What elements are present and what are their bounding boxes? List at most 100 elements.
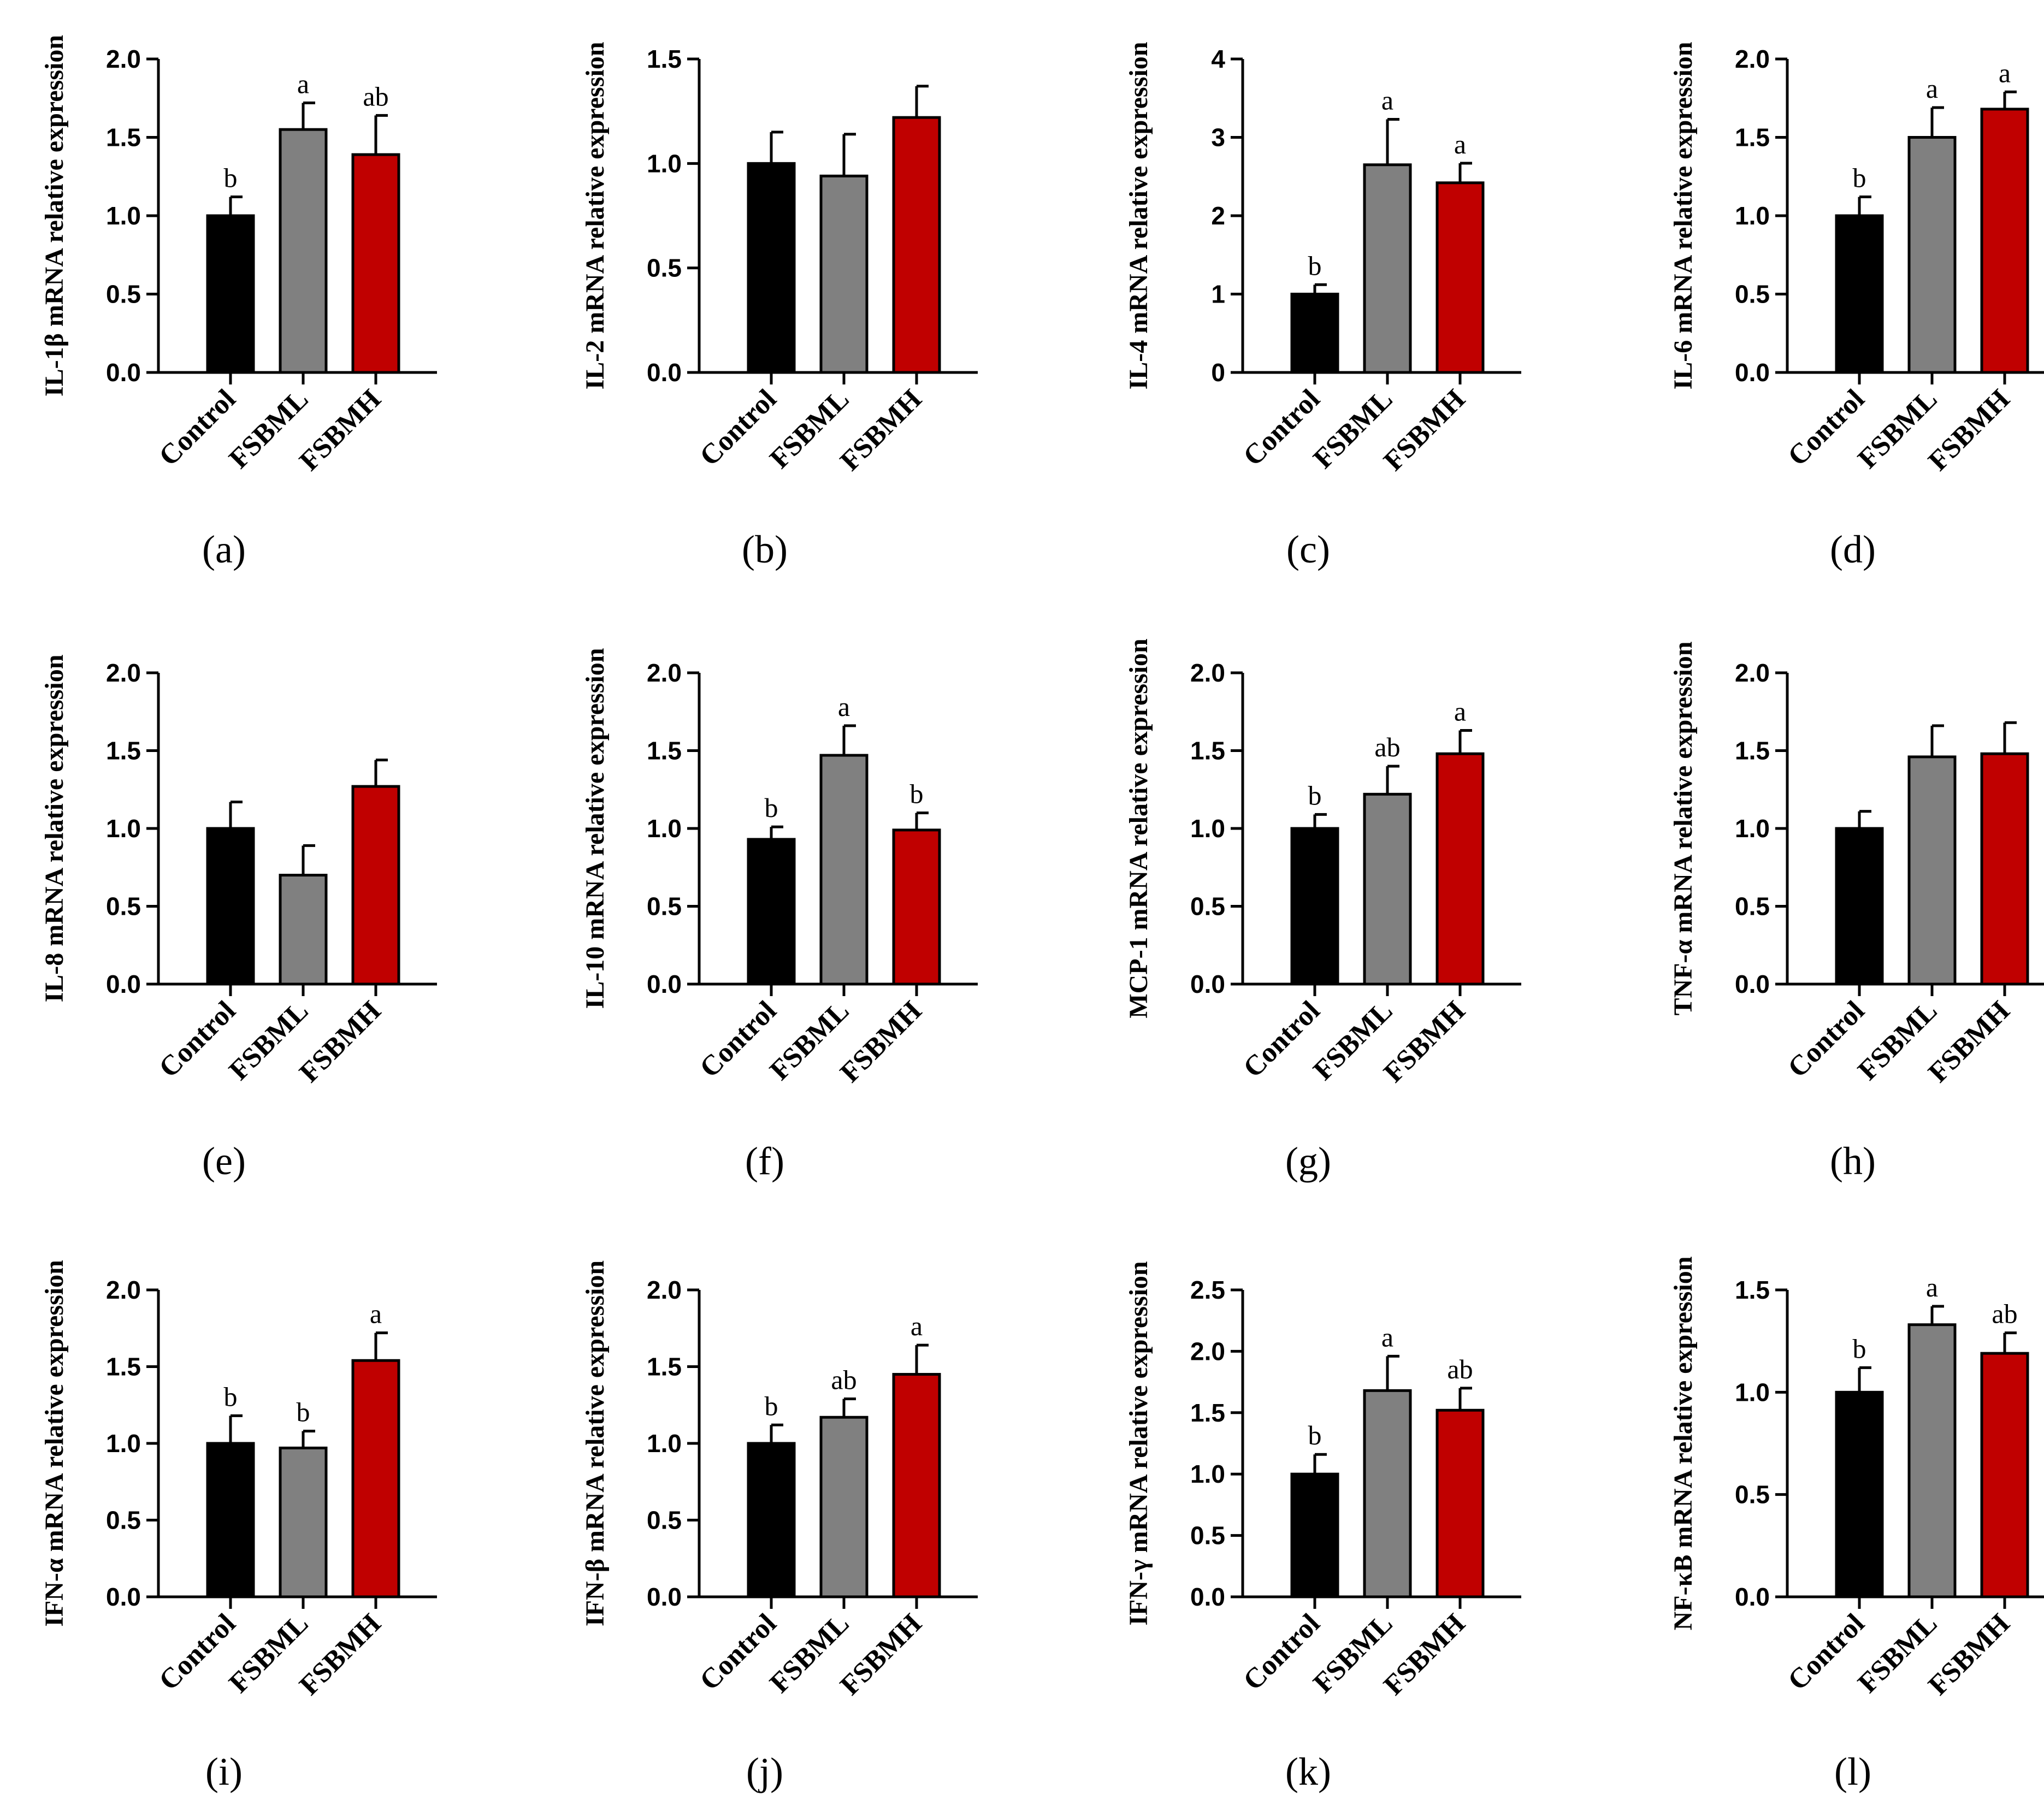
significance-letter: ab <box>1992 1299 2017 1329</box>
significance-letter: b <box>1308 250 1322 281</box>
x-category-label: Control <box>153 1608 241 1696</box>
panel-caption: (a) <box>202 528 246 571</box>
significance-letter: b <box>1308 780 1322 810</box>
y-tick-label: 0.5 <box>106 280 141 309</box>
y-tick-label: 0.0 <box>106 970 141 998</box>
y-tick-label: 0.5 <box>106 1506 141 1535</box>
x-category-label: FSBMH <box>1378 383 1471 477</box>
y-tick-label: 0.0 <box>1190 970 1225 998</box>
bar-control <box>747 838 796 986</box>
y-tick-label: 2.0 <box>106 659 141 687</box>
bar-fsbml <box>819 754 869 986</box>
significance-letter: b <box>224 1381 238 1412</box>
chart-panel-g: MCP-1 mRNA relative expression 0.0 0.5 1.0 1… <box>1124 638 1521 1183</box>
x-category-label: Control <box>694 383 782 472</box>
y-tick-label: 0.5 <box>106 892 141 921</box>
y-tick-label: 1 <box>1211 280 1225 309</box>
panel-caption: (j) <box>746 1750 783 1793</box>
bar-control <box>1835 214 1884 374</box>
y-tick-label: 1.0 <box>1190 1460 1225 1488</box>
significance-letter: ab <box>1447 1354 1473 1384</box>
bar-fsbmh <box>351 153 400 374</box>
bar-control <box>1290 827 1339 986</box>
bar-fsbmh <box>351 1359 400 1598</box>
panel-caption: (f) <box>745 1139 784 1183</box>
bar-fsbmh <box>351 785 400 986</box>
bar-fsbmh <box>1980 108 2029 374</box>
bar-fsbml <box>819 1416 869 1598</box>
x-category-label: FSBMH <box>293 995 387 1088</box>
x-category-label: Control <box>153 383 241 472</box>
y-tick-label: 1.0 <box>106 1429 141 1458</box>
bar-fsbmh <box>892 116 941 374</box>
significance-letter: a <box>297 68 309 99</box>
y-tick-label: 2.0 <box>1735 659 1770 687</box>
chart-panel-h: TNF-α mRNA relative expression 0.0 0.5 1.0 1… <box>1669 642 2044 1183</box>
bar-control <box>747 1442 796 1598</box>
y-axis-label: TNF-α mRNA relative expression <box>1669 642 1698 1016</box>
x-category-label: Control <box>694 995 782 1083</box>
bar-control <box>206 827 255 986</box>
significance-letter: ab <box>831 1365 856 1395</box>
x-category-label: FSBMH <box>293 1608 387 1701</box>
y-tick-label: 2 <box>1211 202 1225 230</box>
bar-control <box>747 162 796 374</box>
y-axis-label: IL-2 mRNA relative expression <box>581 42 610 390</box>
y-axis-label: IL-1β mRNA relative expression <box>40 35 69 396</box>
chart-panel-f: IL-10 mRNA relative expression 0.0 0.5 1.0 1… <box>581 648 978 1183</box>
chart-panel-a: IL-1β mRNA relative expression 0.0 0.5 1.0 1… <box>40 35 437 571</box>
y-tick-label: 1.5 <box>1190 737 1225 765</box>
y-tick-label: 0.0 <box>106 1583 141 1611</box>
bar-fsbml <box>1363 163 1412 374</box>
y-tick-label: 1.0 <box>106 202 141 230</box>
significance-letter: ab <box>363 81 388 111</box>
y-tick-label: 1.5 <box>647 737 682 765</box>
significance-letter: a <box>1381 1322 1393 1352</box>
y-tick-label: 0.5 <box>1190 892 1225 921</box>
x-category-label: Control <box>1237 383 1326 472</box>
y-tick-label: 2.0 <box>1190 659 1225 687</box>
bar-fsbmh <box>892 828 941 986</box>
y-tick-label: 3 <box>1211 123 1225 152</box>
significance-letter: b <box>1853 163 1866 193</box>
x-category-label: FSBMH <box>1378 1608 1471 1701</box>
y-tick-label: 2.0 <box>106 1276 141 1304</box>
y-tick-label: 0.5 <box>1735 892 1770 921</box>
y-tick-label: 0.0 <box>106 358 141 387</box>
bar-control <box>206 214 255 374</box>
bar-control <box>1835 827 1884 986</box>
x-category-label: FSBMH <box>1922 1608 2016 1701</box>
chart-panel-e: IL-8 mRNA relative expression 0.0 0.5 1.0 1.… <box>40 655 437 1183</box>
x-category-label: FSBMH <box>1922 383 2016 477</box>
significance-letter: b <box>1308 1420 1322 1450</box>
y-tick-label: 2.0 <box>647 659 682 687</box>
panel-caption: (i) <box>205 1750 243 1793</box>
significance-letter: a <box>1381 85 1393 115</box>
chart-panel-c: IL-4 mRNA relative expression 0 1 2 3 4 Contro… <box>1124 42 1521 571</box>
bar-fsbmh <box>1435 752 1485 986</box>
significance-letter: a <box>1926 1272 1938 1302</box>
panel-caption: (b) <box>742 528 788 571</box>
chart-panel-l: NF-κB mRNA relative expression 0.0 0.5 1.0 1… <box>1669 1257 2044 1793</box>
y-tick-label: 0.0 <box>1735 970 1770 998</box>
significance-letter: a <box>1454 129 1466 159</box>
bar-fsbmh <box>1435 1408 1485 1598</box>
y-tick-label: 1.0 <box>106 814 141 843</box>
x-category-label: Control <box>694 1608 782 1696</box>
significance-letter: a <box>911 1311 923 1341</box>
chart-panel-i: IFN-α mRNA relative expression 0.0 0.5 1.0 1… <box>40 1260 437 1793</box>
bar-fsbmh <box>1980 1352 2029 1598</box>
bar-fsbml <box>1907 1323 1957 1598</box>
significance-letter: a <box>1999 57 2011 88</box>
bar-fsbmh <box>1435 181 1485 374</box>
y-tick-label: 1.0 <box>1735 1378 1770 1406</box>
y-tick-label: 2.0 <box>1190 1337 1225 1365</box>
x-category-label: Control <box>1782 1608 1870 1696</box>
bar-fsbml <box>279 874 328 986</box>
bar-fsbml <box>1363 792 1412 986</box>
chart-panel-j: IFN-β mRNA relative expression 0.0 0.5 1.0 1… <box>581 1260 978 1793</box>
y-tick-label: 1.0 <box>1190 814 1225 843</box>
bar-control <box>1835 1390 1884 1598</box>
y-tick-label: 0.0 <box>647 358 682 387</box>
